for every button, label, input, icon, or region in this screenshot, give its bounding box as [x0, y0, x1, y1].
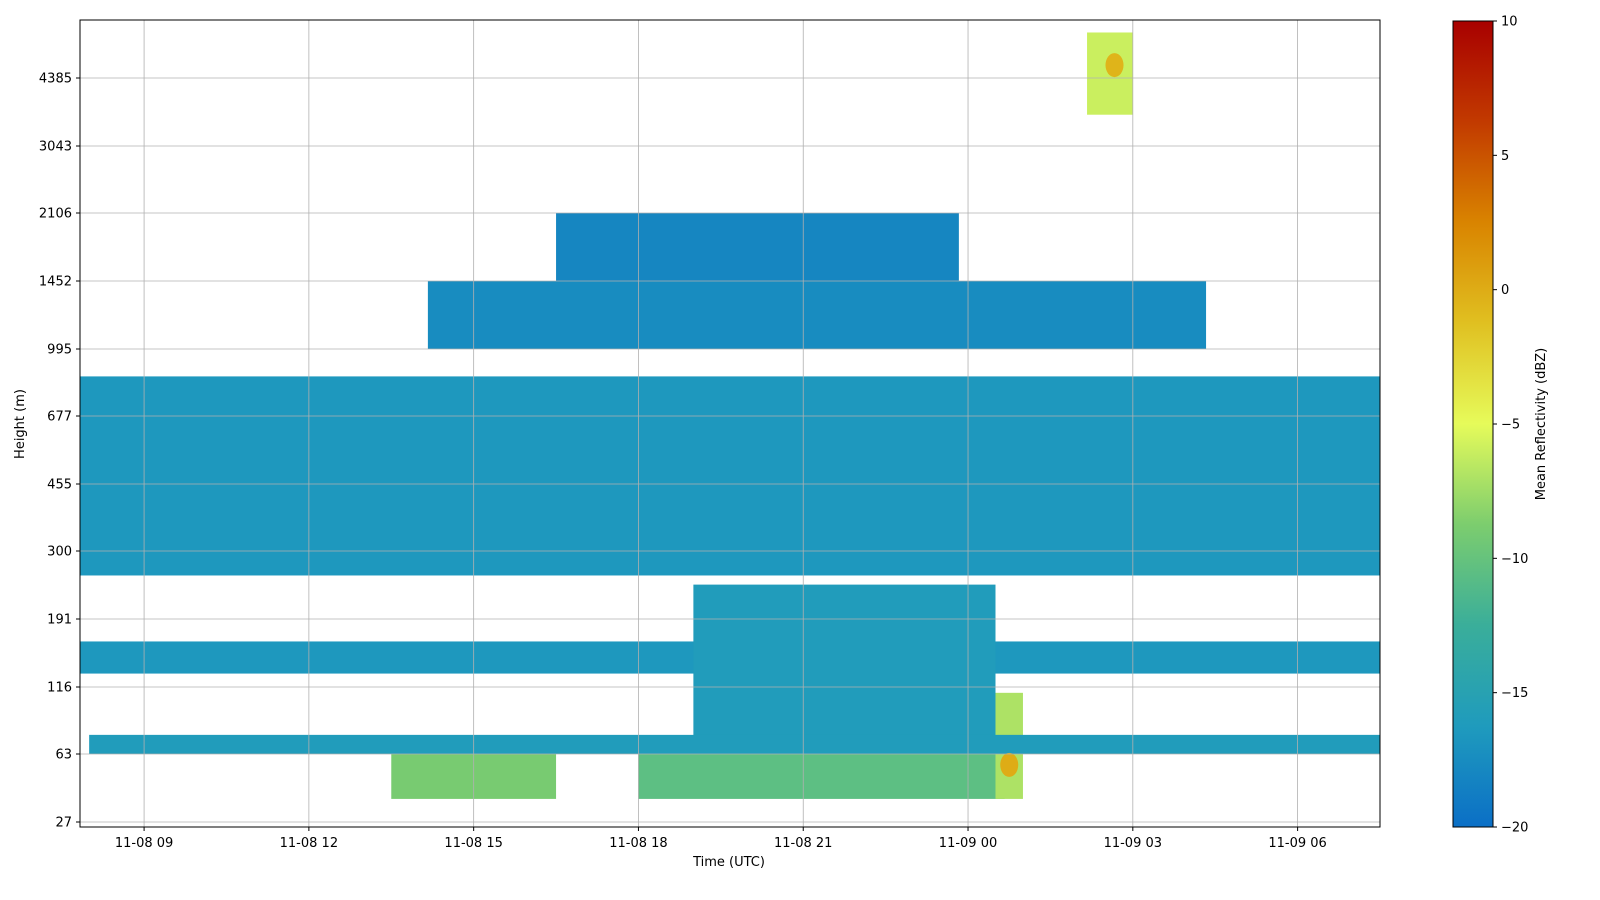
- reflectivity-layer-4: [556, 213, 959, 281]
- x-axis-label: Time (UTC): [692, 855, 765, 870]
- y-tick-label: 2106: [39, 207, 72, 222]
- y-axis-ticks: 27 63 116 191 300 455 677 995 1452 2106 3043 4385: [39, 72, 80, 831]
- colorbar-tick-label: 0: [1501, 283, 1509, 298]
- colorbar-tick-label: −10: [1501, 552, 1528, 567]
- reflectivity-layer-1: [80, 376, 1380, 576]
- x-tick-label: 11-09 00: [939, 836, 997, 851]
- y-tick-label: 1452: [39, 275, 72, 290]
- colorbar-tick-label: 10: [1501, 15, 1518, 30]
- y-axis-label: Height (m): [13, 389, 28, 459]
- y-tick-label: 455: [47, 478, 72, 493]
- x-tick-label: 11-08 21: [774, 836, 832, 851]
- x-tick-label: 11-09 06: [1268, 836, 1326, 851]
- reflectivity-peak-1: [1000, 752, 1019, 777]
- x-tick-label: 11-08 18: [609, 836, 667, 851]
- reflectivity-peak-2: [1105, 53, 1124, 78]
- reflectivity-layer-7: [638, 754, 1005, 799]
- colorbar-tick-label: −20: [1501, 821, 1528, 836]
- reflectivity-layer-3: [427, 281, 996, 349]
- x-tick-label: 11-08 15: [444, 836, 502, 851]
- y-tick-label: 191: [47, 613, 72, 628]
- x-tick-label: 11-09 03: [1104, 836, 1162, 851]
- x-axis-ticks: 11-08 09 11-08 12 11-08 15 11-08 18 11-08 21…: [115, 827, 1327, 851]
- grid-lines: [80, 20, 1380, 827]
- y-tick-label: 63: [55, 748, 72, 763]
- y-tick-label: 4385: [39, 72, 72, 87]
- colorbar-tick-label: −15: [1501, 686, 1528, 701]
- plot-frame: [79, 19, 1381, 828]
- x-tick-label: 11-08 12: [280, 836, 338, 851]
- y-tick-label: 3043: [39, 140, 72, 155]
- reflectivity-layer-5: [995, 281, 1207, 349]
- y-tick-label: 27: [55, 816, 72, 831]
- colorbar-ticks: −20 −15 −10 −5 0 5 10: [1493, 15, 1528, 836]
- colorbar-tick-label: −5: [1501, 418, 1520, 433]
- y-tick-label: 300: [47, 545, 72, 560]
- y-tick-label: 116: [47, 681, 72, 696]
- colorbar: [1452, 20, 1494, 828]
- y-tick-label: 995: [47, 343, 72, 358]
- colorbar-tick-label: 5: [1501, 149, 1509, 164]
- reflectivity-layer-6: [693, 584, 996, 754]
- x-tick-label: 11-08 09: [115, 836, 173, 851]
- reflectivity-layer-11: [89, 734, 1381, 754]
- y-tick-label: 677: [47, 410, 72, 425]
- colorbar-label: Mean Reflectivity (dBZ): [1534, 348, 1549, 501]
